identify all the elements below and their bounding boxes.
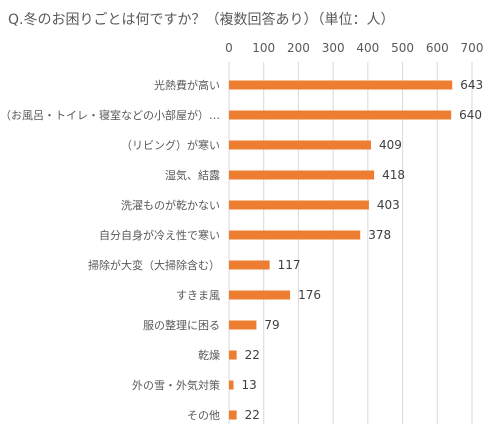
category-label: 掃除が大変（大掃除含む） xyxy=(88,258,220,272)
category-label: （お風呂・トイレ・寝室などの小部屋が）… xyxy=(0,108,220,122)
data-label: 79 xyxy=(264,318,279,332)
data-label: 176 xyxy=(298,288,321,302)
bar xyxy=(229,380,234,390)
category-label: 自分自身が冷え性で寒い xyxy=(99,228,220,242)
x-tick-label: 300 xyxy=(322,41,345,55)
category-label: （リビング）が寒い xyxy=(121,138,220,152)
x-tick-label: 400 xyxy=(356,41,379,55)
x-tick-label: 600 xyxy=(426,41,449,55)
bar xyxy=(229,290,291,300)
bar xyxy=(229,200,369,210)
x-axis-tick-labels: 0 100 200 300 400 500 600 700 xyxy=(225,41,483,55)
bars xyxy=(229,80,453,420)
bar xyxy=(229,410,237,420)
bar xyxy=(229,260,270,270)
category-label: 外の雪・外気対策 xyxy=(132,378,220,392)
bar xyxy=(229,320,257,330)
bar xyxy=(229,170,375,180)
x-tick-label: 700 xyxy=(461,41,484,55)
category-labels: 光熱費が高い （お風呂・トイレ・寝室などの小部屋が）… （リビング）が寒い湿気、結露… xyxy=(0,78,220,422)
x-tick-label: 0 xyxy=(225,41,233,55)
category-label: 湿気、結露 xyxy=(165,168,220,182)
category-label: 乾燥 xyxy=(198,349,220,362)
bar xyxy=(229,350,237,360)
category-label: 服の整理に困る xyxy=(143,318,220,332)
bar xyxy=(229,230,361,240)
data-label: 643 xyxy=(460,78,483,92)
data-labels: 643 640 409 418 403 378 117 176 79 22 13 22 xyxy=(242,78,484,422)
data-label: 22 xyxy=(245,408,260,422)
data-label: 403 xyxy=(377,198,400,212)
category-label: 洗濯ものが乾かない xyxy=(121,198,220,212)
gridlines xyxy=(228,62,473,424)
data-label: 22 xyxy=(245,348,260,362)
data-label: 640 xyxy=(459,108,482,122)
bar xyxy=(229,140,371,150)
category-label: その他 xyxy=(187,409,220,422)
x-tick-label: 500 xyxy=(391,41,414,55)
x-tick-label: 100 xyxy=(252,41,275,55)
data-label: 409 xyxy=(379,138,402,152)
x-tick-label: 200 xyxy=(287,41,310,55)
data-label: 418 xyxy=(382,168,405,182)
category-label: すきま風 xyxy=(176,289,220,302)
data-label: 117 xyxy=(278,258,301,272)
chart-title: Q.冬のお困りごとは何ですか？（複数回答あり）（単位：人） xyxy=(8,12,395,28)
bar xyxy=(229,80,453,90)
data-label: 13 xyxy=(242,378,257,392)
bar xyxy=(229,110,452,120)
data-label: 378 xyxy=(368,228,391,242)
category-label: 光熱費が高い xyxy=(154,78,220,92)
